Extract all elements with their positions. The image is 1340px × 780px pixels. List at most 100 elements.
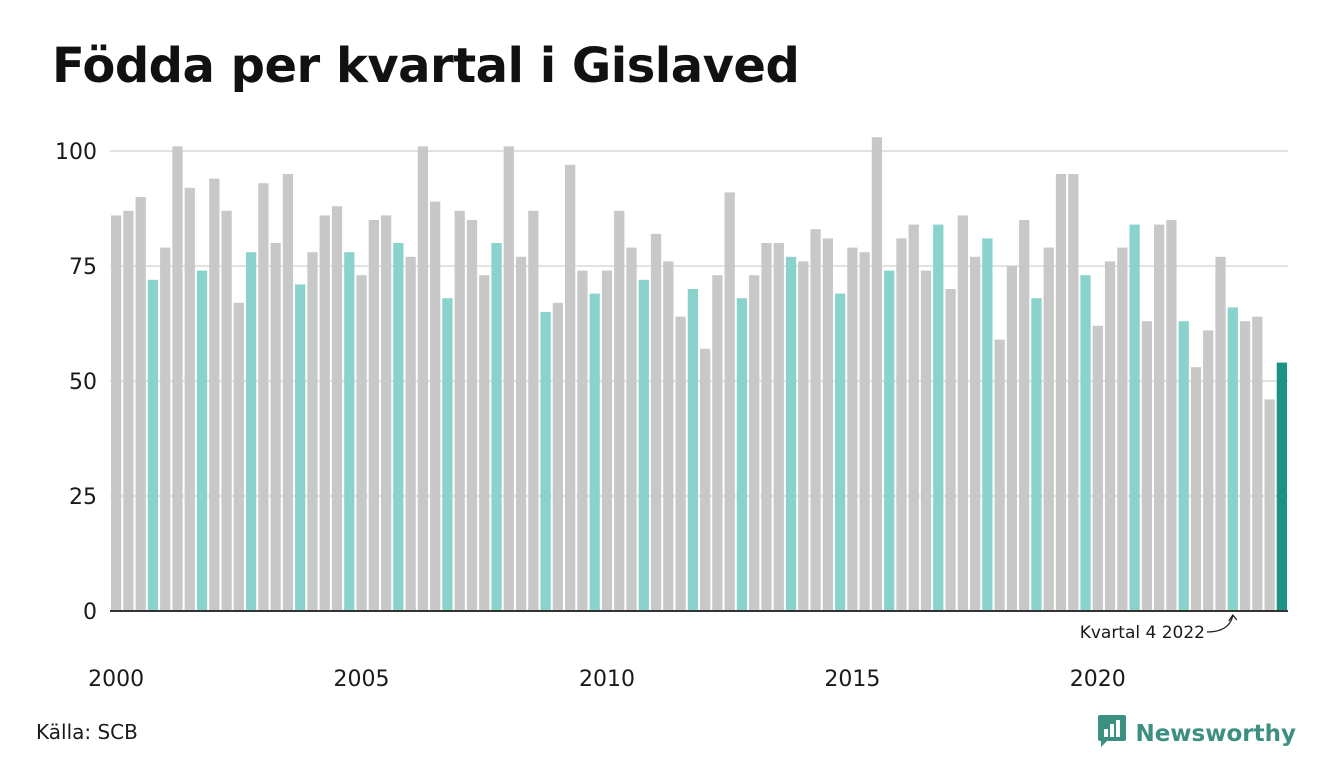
- bar: [822, 238, 833, 611]
- bar: [540, 312, 551, 611]
- bar: [565, 164, 576, 612]
- bar: [896, 238, 907, 611]
- bar: [160, 247, 171, 611]
- bar: [1276, 362, 1287, 611]
- bar: [1019, 220, 1030, 611]
- bar: [270, 243, 281, 611]
- bar: [859, 252, 870, 611]
- bar-chart-speech-bubble-icon: [1097, 714, 1127, 753]
- brand-name: Newsworthy: [1135, 720, 1296, 747]
- bar: [135, 197, 146, 611]
- bar: [380, 215, 392, 611]
- bar: [307, 252, 318, 611]
- bar: [368, 220, 379, 611]
- bar: [319, 215, 330, 611]
- bar: [1006, 266, 1018, 611]
- brand-logo: Newsworthy: [1097, 714, 1296, 753]
- bar: [111, 215, 122, 611]
- bar: [1068, 174, 1079, 611]
- latest-annotation: Kvartal 4 2022: [1080, 613, 1238, 643]
- x-tick-label: 2010: [579, 667, 635, 692]
- bar: [810, 229, 821, 611]
- bar: [258, 183, 269, 611]
- bar: [871, 137, 883, 611]
- bar: [785, 256, 797, 611]
- bar: [442, 298, 453, 611]
- bar: [245, 252, 257, 611]
- bar: [1104, 261, 1116, 611]
- x-tick-label: 2000: [88, 667, 144, 692]
- x-tick-label: 2020: [1070, 667, 1126, 692]
- bar: [1141, 321, 1153, 611]
- bar: [1178, 321, 1189, 611]
- bar: [712, 275, 723, 611]
- bar: [1190, 367, 1202, 611]
- source-credit: Källa: SCB: [36, 720, 138, 744]
- bar: [847, 247, 858, 611]
- bar: [994, 339, 1005, 611]
- y-tick-label: 50: [69, 370, 97, 395]
- bar: [577, 270, 588, 611]
- bar: [1252, 316, 1263, 611]
- bar: [1203, 330, 1214, 611]
- bar: [626, 247, 637, 611]
- bar: [700, 348, 711, 611]
- bar: [1080, 275, 1091, 611]
- y-tick-label: 25: [69, 485, 97, 510]
- x-axis-tick-labels: 2000 2005 2010 2015 2020: [88, 667, 1126, 692]
- bars: [110, 137, 1288, 612]
- bar: [1031, 298, 1042, 611]
- bar: [282, 174, 294, 611]
- bar: [528, 210, 539, 612]
- bar: [589, 293, 600, 611]
- bar: [184, 187, 195, 612]
- bar: [773, 243, 784, 611]
- bar: [123, 210, 134, 612]
- bar: [982, 238, 993, 611]
- bar: [515, 256, 527, 611]
- bar: [601, 270, 613, 611]
- bar: [295, 284, 306, 611]
- bar: [650, 233, 662, 612]
- bar: [393, 243, 404, 611]
- y-axis-tick-labels: 0 25 50 75 100: [55, 140, 97, 625]
- bar: [417, 146, 429, 611]
- bar: [479, 275, 490, 611]
- gridlines: [110, 150, 1288, 497]
- bar: [1055, 174, 1067, 611]
- annotation-arrowhead: [1228, 613, 1238, 622]
- bar: [1154, 224, 1165, 611]
- annotation-arrow: [1206, 615, 1234, 633]
- bar: [945, 289, 956, 611]
- bar: [503, 146, 514, 611]
- bar: [1129, 224, 1140, 611]
- bar: [209, 178, 220, 611]
- bar: [614, 210, 625, 612]
- bar: [798, 261, 809, 611]
- bar: [1117, 247, 1128, 611]
- bar: [1227, 307, 1238, 611]
- bar: [196, 270, 208, 611]
- bar: [172, 146, 183, 611]
- y-tick-label: 75: [69, 255, 97, 280]
- bar: [1043, 247, 1054, 611]
- bar: [147, 279, 159, 611]
- bar: [969, 256, 981, 611]
- bar: [454, 210, 465, 612]
- bar: [663, 261, 674, 611]
- bar: [749, 275, 760, 611]
- bar: [724, 192, 735, 611]
- bar: [920, 270, 932, 611]
- annotation-label: Kvartal 4 2022: [1080, 623, 1205, 643]
- bar: [344, 252, 355, 611]
- y-tick-label: 0: [83, 600, 97, 625]
- bar: [1166, 220, 1177, 611]
- bar: [356, 275, 367, 611]
- bar: [675, 316, 686, 611]
- bar: [1092, 325, 1103, 611]
- bar: [552, 302, 564, 611]
- bar: [466, 220, 478, 611]
- bar: [687, 289, 698, 611]
- bar: [933, 224, 944, 611]
